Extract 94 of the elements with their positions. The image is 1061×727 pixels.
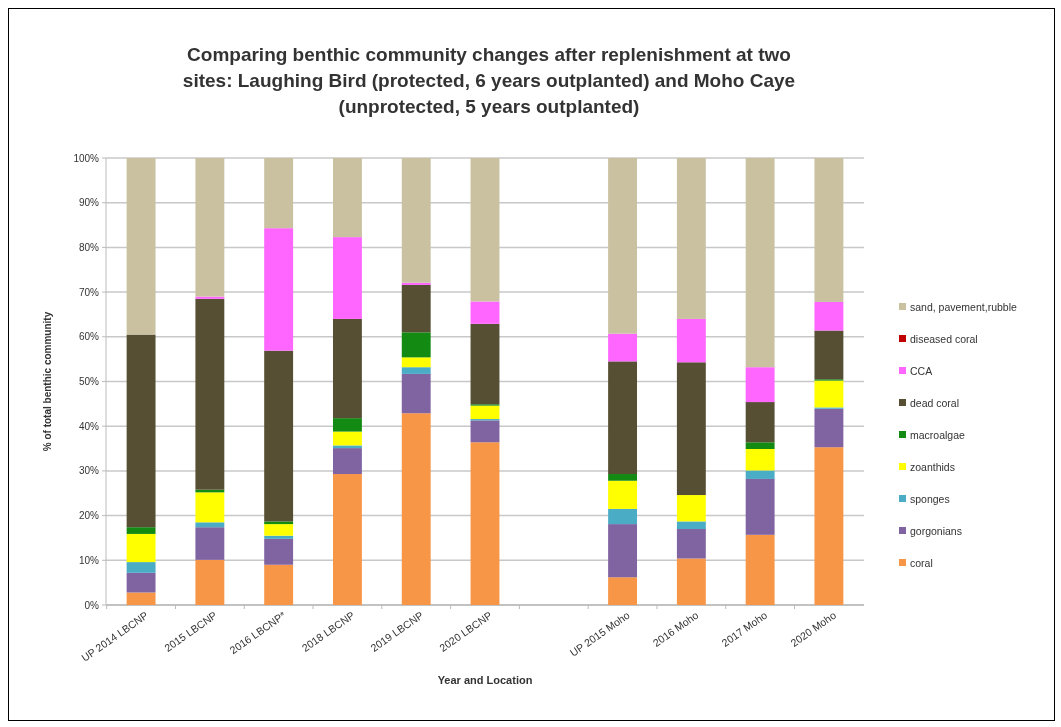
bar [608, 474, 638, 481]
bar [126, 592, 156, 605]
bar [126, 572, 156, 593]
bar [195, 559, 225, 605]
bar [195, 527, 225, 560]
bar [195, 522, 225, 528]
legend-label: macroalgae [910, 428, 966, 441]
x-axis-title: Year and Location [437, 674, 533, 686]
bar [745, 158, 775, 368]
legend-label: CCA [910, 364, 933, 377]
bar [470, 442, 500, 605]
bar [608, 333, 638, 362]
y-tick-label: 20% [78, 510, 100, 522]
y-tick-label: 80% [78, 241, 100, 253]
bar [401, 373, 431, 414]
bar [332, 445, 362, 449]
legend-label: sponges [910, 492, 950, 505]
y-tick-label: 100% [73, 152, 100, 164]
bar [814, 301, 844, 331]
bar [676, 558, 706, 605]
legend-label: dead coral [910, 396, 960, 409]
bar [264, 564, 294, 605]
bar [195, 492, 225, 523]
bar [608, 524, 638, 578]
bar [676, 521, 706, 530]
bar [608, 158, 638, 334]
bar [608, 361, 638, 475]
bar [470, 405, 500, 420]
y-tick-label: 40% [78, 420, 100, 432]
bar [332, 474, 362, 605]
bar [332, 431, 362, 446]
legend-label: sand, pavement,rubble [910, 300, 1017, 313]
bar [814, 330, 844, 380]
bar [195, 298, 225, 490]
y-tick-label: 0% [84, 599, 100, 611]
bar [126, 562, 156, 573]
bar [126, 334, 156, 528]
bar [126, 533, 156, 563]
bar [608, 480, 638, 509]
bar [745, 367, 775, 403]
legend-label: coral [910, 556, 933, 569]
y-tick-label: 70% [78, 286, 100, 298]
chart-title: Comparing benthic community changes after replenishment at two sites: Laughing Bird (protected, 6 years outplanted) and Moho Caye (unprotected, 5 years outplanted) [182, 44, 796, 117]
bar [332, 158, 362, 238]
legend-label: diseased coral [910, 332, 978, 345]
bar [470, 301, 500, 324]
bar [332, 318, 362, 419]
bar [676, 529, 706, 559]
y-tick-label: 60% [78, 331, 100, 343]
bar [195, 158, 225, 297]
bar [332, 418, 362, 432]
bar [401, 357, 431, 368]
bar [745, 470, 775, 479]
bar [264, 521, 294, 525]
legend-label: gorgonians [910, 524, 962, 537]
bar [332, 237, 362, 319]
bar [745, 478, 775, 535]
bar [401, 332, 431, 358]
y-axis-title: % of total benthic community [42, 311, 53, 452]
legend-label: zoanthids [910, 460, 955, 473]
bar [401, 413, 431, 605]
bar [814, 447, 844, 605]
bar [126, 158, 156, 335]
y-tick-label: 10% [78, 554, 100, 566]
bar [470, 158, 500, 302]
bar [264, 538, 294, 565]
bar [745, 449, 775, 471]
bar [264, 228, 294, 351]
bar [264, 158, 294, 229]
bar [401, 284, 431, 333]
bar [676, 318, 706, 363]
bar [332, 448, 362, 475]
bar [470, 420, 500, 443]
bar [814, 380, 844, 408]
y-tick-label: 50% [78, 376, 100, 387]
bar [126, 527, 156, 534]
bar [470, 323, 500, 405]
bar [608, 508, 638, 525]
bar [401, 367, 431, 374]
bar [264, 524, 294, 536]
bar [264, 535, 294, 539]
bar [745, 534, 775, 605]
y-tick-label: 90% [78, 197, 100, 209]
y-tick-label: 30% [78, 465, 100, 477]
bar [814, 408, 844, 448]
bar [745, 442, 775, 449]
bar [264, 350, 294, 522]
bar [608, 577, 638, 605]
bar [401, 158, 431, 283]
bar [814, 158, 844, 302]
bar [676, 158, 706, 319]
bar [745, 402, 775, 443]
bar [676, 495, 706, 522]
bar [676, 362, 706, 496]
